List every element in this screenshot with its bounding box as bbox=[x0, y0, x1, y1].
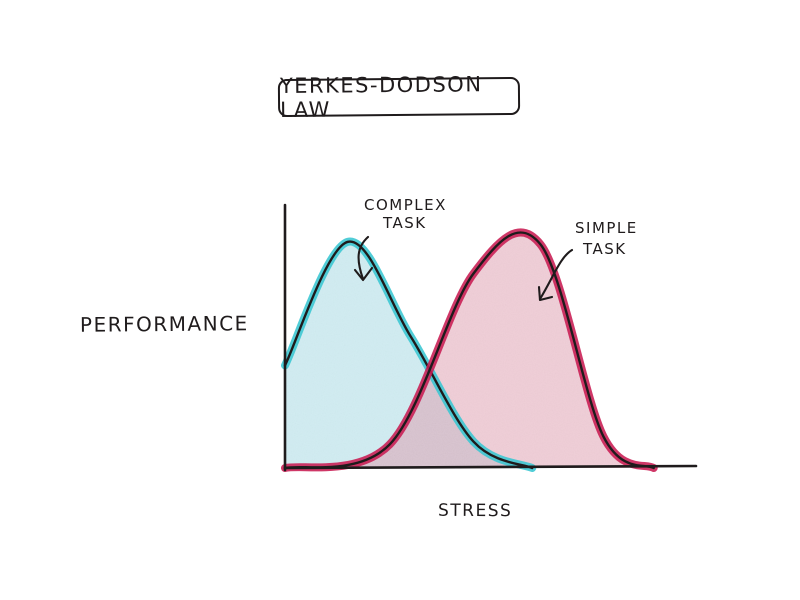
complex-task-arrowhead bbox=[353, 266, 374, 282]
complex-task-annotation-line-2: TASK bbox=[383, 214, 427, 232]
simple-task-area bbox=[285, 232, 654, 468]
y-axis-label: PERFORMANCE bbox=[79, 311, 249, 337]
complex-task-annotation-line-1: COMPLEX bbox=[364, 196, 447, 214]
complex-task-annotation-arrow bbox=[357, 235, 370, 281]
simple-task-annotation-line-2: TASK bbox=[583, 240, 627, 258]
simple-task-curve bbox=[283, 231, 655, 470]
complex-task-curve bbox=[283, 240, 534, 470]
chart-curves bbox=[281, 228, 658, 472]
chart-title: YERKES-DODSON LAW bbox=[277, 72, 521, 122]
simple-task-arrowhead bbox=[537, 285, 554, 302]
chart-area-fills bbox=[285, 232, 654, 468]
simple-task-annotation-line-1: SIMPLE bbox=[575, 219, 638, 237]
simple-task-annotation-arrow bbox=[538, 248, 574, 301]
x-axis-line bbox=[283, 464, 698, 470]
complex-task-area bbox=[285, 241, 533, 468]
x-axis-label: STRESS bbox=[437, 500, 513, 522]
